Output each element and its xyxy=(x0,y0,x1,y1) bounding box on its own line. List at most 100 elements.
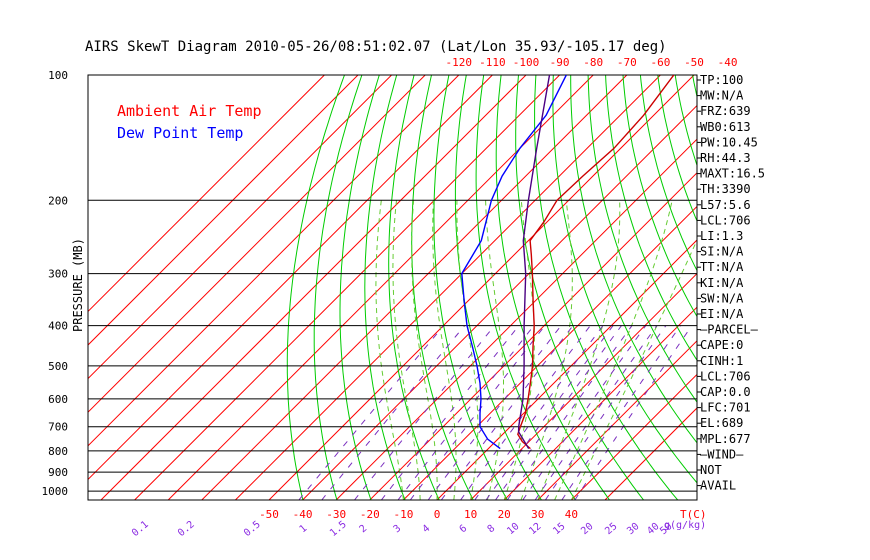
pressure-tick-label: 100 xyxy=(48,69,68,82)
mixing-ratio-line xyxy=(397,325,535,500)
chart-title: AIRS SkewT Diagram 2010-05-26/08:51:02.0… xyxy=(85,39,667,55)
mixing-ratio-label: 1 xyxy=(298,523,310,535)
stat-line: —WIND— xyxy=(700,447,744,461)
pressure-tick-label: 700 xyxy=(48,421,68,434)
dry-adiabat-line xyxy=(313,75,363,500)
stat-line: FRZ:639 xyxy=(700,104,751,118)
stat-line: EL:689 xyxy=(700,416,743,430)
dry-adiabat-line xyxy=(286,75,345,500)
pressure-tick-label: 600 xyxy=(48,393,68,406)
mixing-ratio-line xyxy=(485,325,614,500)
top-temp-tick-label: -60 xyxy=(650,56,670,69)
isotherm-line xyxy=(571,373,697,500)
mixing-ratio-line xyxy=(544,325,667,500)
moist-adiabat-line xyxy=(485,200,504,500)
mixing-ratio-line xyxy=(321,325,466,500)
isotherm-line xyxy=(88,75,426,413)
moist-adiabat-line xyxy=(432,200,457,500)
mixing-ratio-label: 0.2 xyxy=(176,519,197,539)
ambient-air-temp-line xyxy=(517,75,675,450)
dry-adiabat-line xyxy=(534,75,679,500)
mixing-ratio-label: 10 xyxy=(505,521,521,537)
pressure-tick-label: 900 xyxy=(48,466,68,479)
isotherm-line xyxy=(134,75,560,500)
stat-line: LFC:701 xyxy=(700,401,751,415)
moist-adiabat-line xyxy=(392,200,421,500)
dry-adiabat-line xyxy=(433,75,508,500)
plot-frame xyxy=(87,74,698,501)
bottom-temp-tick-label: 20 xyxy=(498,508,511,521)
stat-line: AVAIL xyxy=(700,479,736,493)
isotherm-line xyxy=(88,75,493,481)
bottom-temp-tick-label: 10 xyxy=(464,508,477,521)
isotherm-line xyxy=(201,75,628,500)
legend-dew-point-temp: Dew Point Temp xyxy=(117,124,243,142)
moist-adiabat-line xyxy=(537,200,621,500)
mixing-ratio-label: 2 xyxy=(358,523,370,535)
dry-adiabat-line xyxy=(762,75,870,500)
dry-adiabat-line xyxy=(587,75,697,403)
stat-line: TH:3390 xyxy=(700,182,751,196)
dry-adiabat-line xyxy=(570,75,697,444)
dry-adiabat-line xyxy=(515,75,644,500)
moist-adiabat-line xyxy=(456,200,479,500)
mixing-ratio-label: 4 xyxy=(421,523,433,535)
top-temp-tick-label: -90 xyxy=(550,56,570,69)
isotherm-line xyxy=(335,138,697,500)
mixing-ratio-line xyxy=(534,325,658,500)
moist-adiabat-line xyxy=(554,200,673,500)
stat-line: RH:44.3 xyxy=(700,151,751,165)
mixing-ratio-unit: g(g/kg) xyxy=(664,520,706,531)
dry-adiabat-line xyxy=(605,75,697,362)
stat-line: LI:1.3 xyxy=(700,229,743,243)
stat-line: LCL:706 xyxy=(700,369,751,383)
legend-ambient-air-temp: Ambient Air Temp xyxy=(117,102,262,120)
stat-line: MW:N/A xyxy=(700,89,744,103)
pressure-tick-label: 400 xyxy=(48,320,68,333)
dry-adiabat-line xyxy=(814,75,870,500)
top-temp-tick-label: -120 xyxy=(446,56,473,69)
top-temp-tick-label: -50 xyxy=(684,56,704,69)
dry-adiabat-line xyxy=(657,75,697,223)
bottom-temp-tick-label: -50 xyxy=(259,508,279,521)
temp-unit-label: T(C) xyxy=(680,508,707,521)
isotherm-line xyxy=(302,104,697,500)
mixing-ratio-label: 25 xyxy=(603,521,619,537)
dry-adiabat-line xyxy=(339,75,380,500)
isotherm-line xyxy=(604,407,697,500)
dry-adiabat-line xyxy=(411,75,474,500)
mixing-ratio-label: 3 xyxy=(392,523,404,535)
dry-adiabat-line xyxy=(475,75,576,500)
dry-adiabat-line xyxy=(364,75,406,500)
dry-adiabat-line xyxy=(622,75,697,318)
stat-line: L57:5.6 xyxy=(700,198,751,212)
dry-adiabat-line xyxy=(745,75,870,500)
top-temp-tick-label: -70 xyxy=(617,56,637,69)
y-axis-label: PRESSURE (MB) xyxy=(71,238,85,332)
stat-line: SW:N/A xyxy=(700,291,744,305)
stat-line: EI:N/A xyxy=(700,307,744,321)
pressure-tick-label: 500 xyxy=(48,360,68,373)
mixing-ratio-label: 8 xyxy=(486,523,498,535)
isotherm-line xyxy=(88,75,325,313)
bottom-temp-tick-label: -40 xyxy=(293,508,313,521)
dry-adiabat-line xyxy=(639,75,697,272)
isotherm-line xyxy=(537,340,697,500)
isotherm-line xyxy=(235,75,661,500)
mixing-ratio-line xyxy=(381,325,520,500)
dry-adiabat-line xyxy=(454,75,542,500)
isotherm-line xyxy=(369,172,697,500)
dry-adiabat-line xyxy=(388,75,440,500)
stat-line: CINH:1 xyxy=(700,354,743,368)
mixing-ratio-line xyxy=(354,325,495,500)
dew-point-temp-line xyxy=(461,75,567,450)
stat-line: CAPE:0 xyxy=(700,338,743,352)
plot-series xyxy=(461,75,675,450)
isotherm-line xyxy=(403,205,697,500)
dry-adiabat-line xyxy=(797,75,870,500)
mixing-ratio-label: 1.5 xyxy=(328,519,349,539)
stat-line: NOT xyxy=(700,463,722,477)
top-temp-tick-label: -100 xyxy=(513,56,540,69)
isotherm-line xyxy=(88,75,460,447)
